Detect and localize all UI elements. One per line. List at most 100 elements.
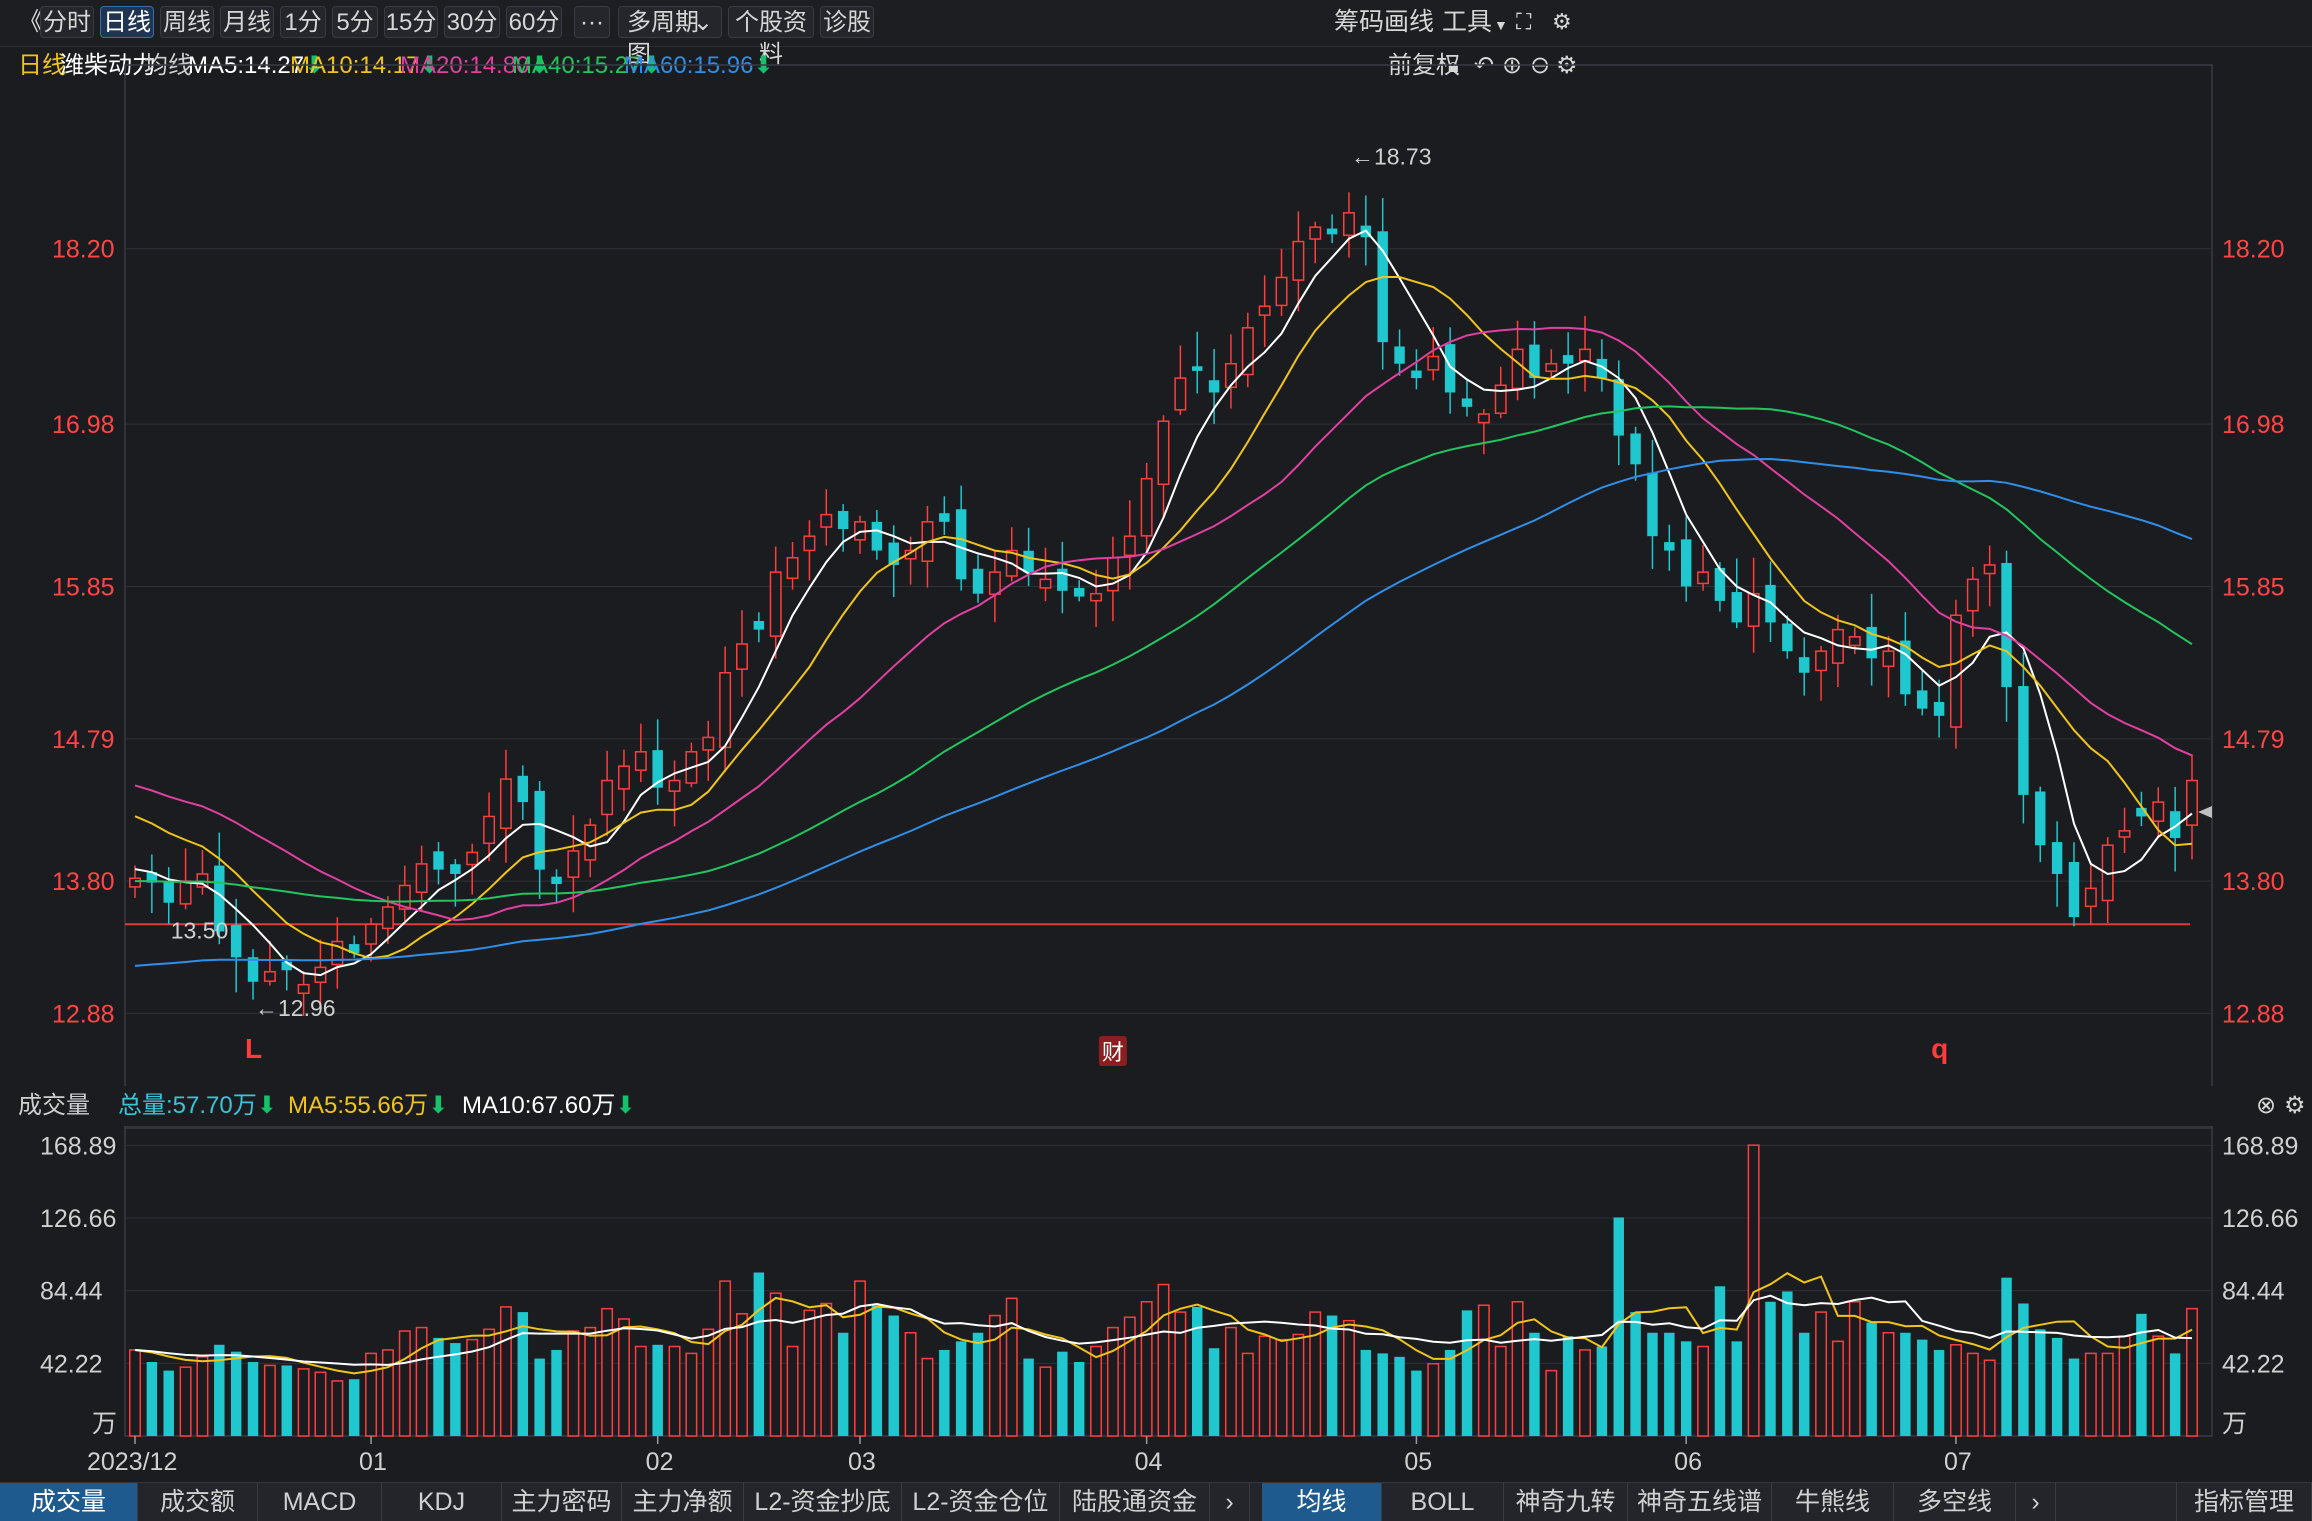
volume-tick-label-right: 168.89 [2222,1132,2298,1160]
tab-1min[interactable]: 1分 [280,6,326,38]
x-tick-label: 01 [359,1448,387,1476]
volume-bar-down [1444,1349,1456,1436]
volume-bar-up [2084,1352,2097,1437]
candle-body-up [1224,362,1237,389]
chip-button[interactable]: 筹码 [1334,8,1385,36]
ma-line-ma5 [134,229,2193,977]
volume-title[interactable]: 成交量 [18,1092,90,1119]
multi-period-dropdown[interactable]: 多周期图 ⌄ [618,6,722,68]
volume-bar-up [2186,1307,2198,1437]
settings-icon[interactable]: ⚙ [1552,9,1572,34]
tab-30min[interactable]: 30分 [444,6,500,38]
candle-body-down [1444,344,1456,393]
indicator-manage-button[interactable]: 指标管理 [2176,1483,2312,1521]
volume-bar-up [1882,1331,1895,1437]
volume-tick-label-left: 168.89 [40,1132,116,1160]
volume-bar-down [1782,1291,1793,1436]
volume-bar-up [1224,1326,1237,1437]
tab-main-code[interactable]: 主力密码 [502,1483,622,1521]
price-pane: ←18.73 ←12.96 13.50 L 财 q [125,144,2212,1066]
volume-bar-down [348,1379,360,1436]
more-icon[interactable]: ··· [574,6,610,38]
candle-body-down [2136,807,2147,817]
candle-body-down [1680,539,1692,587]
volume-bar-up [668,1345,681,1437]
tab-5min[interactable]: 5分 [332,6,378,38]
tab-bull-bear[interactable]: 牛熊线 [1772,1483,1894,1521]
diagnose-button[interactable]: 诊股 [820,6,874,38]
candle-body-down [837,511,849,530]
volume-bar-down [1023,1358,1034,1436]
back-icon[interactable]: 《 [18,8,44,36]
tab-l2-position[interactable]: L2-资金仓位 [902,1483,1060,1521]
tab-yuexian[interactable]: 月线 [220,6,274,38]
candle-body-down [1900,640,1911,695]
volume-bar-down [1411,1370,1422,1436]
stock-info-button[interactable]: 个股资料 [728,6,814,68]
candle-body-up [988,571,1001,595]
tab-main-net[interactable]: 主力净额 [622,1483,744,1521]
candle-body-up [398,884,411,910]
price-tick-label-right: 18.20 [2222,236,2285,264]
ma-line-ma60 [134,457,2193,967]
volume-bar-up [1427,1362,1440,1437]
candle-body-up [1545,362,1558,372]
x-tick-label: 06 [1674,1448,1702,1476]
volume-bar-down [230,1351,242,1436]
tab-zhouxian[interactable]: 周线 [160,6,214,38]
chevron-right-icon[interactable]: › [1210,1483,1250,1521]
volume-tick-label-right: 84.44 [2222,1278,2285,1306]
candle-body-up [1342,212,1355,237]
tab-ma[interactable]: 均线 [1262,1483,1382,1521]
candle-body-down [551,876,562,885]
lock-icon[interactable]: 🔒︎ [1448,55,1459,77]
tools-menu[interactable]: 工具 ▼ [1442,6,1508,38]
volume-bar-up [1949,1344,1962,1437]
multi-period-label: 多周期图 [627,9,699,68]
draw-line-button[interactable]: 画线 [1384,8,1435,36]
tab-l2-bottom[interactable]: L2-资金抄底 [744,1483,902,1521]
close-icon[interactable]: ⊗ [2256,1092,2277,1119]
volume-bar-down [1360,1349,1372,1436]
tab-15min[interactable]: 15分 [384,6,438,38]
tab-long-short[interactable]: 多空线 [1894,1483,2016,1521]
volume-bar-up [601,1307,614,1437]
settings-icon[interactable]: ⚙ [2284,1092,2306,1119]
volume-bar-up [297,1368,310,1437]
candle-body-up [1815,650,1828,672]
candle-body-up [769,571,782,637]
tab-five-lines[interactable]: 神奇五线谱 [1628,1483,1772,1521]
tab-boll[interactable]: BOLL [1382,1483,1504,1521]
volume-bar-up [365,1352,378,1437]
ma-line-ma20 [134,326,2193,922]
candle-body-up [702,736,715,751]
chart-grid [124,64,2213,1437]
volume-bar-down [551,1349,562,1436]
volume-bar-up [1342,1319,1355,1437]
tab-fenshi[interactable]: 分时 [40,6,94,38]
tab-kdj[interactable]: KDJ [382,1483,502,1521]
tab-macd[interactable]: MACD [258,1483,382,1521]
tab-northbound[interactable]: 陆股通资金 [1060,1483,1210,1521]
volume-bar-down [1917,1339,1928,1436]
tab-turnover[interactable]: 成交额 [138,1483,258,1521]
volume-bar-down [1630,1312,1641,1436]
volume-bar-down [955,1341,967,1436]
volume-bar-down [2035,1329,2046,1436]
chevron-right-icon[interactable]: › [2016,1483,2056,1521]
volume-bar-down [1326,1315,1338,1436]
volume-bar-up [179,1366,192,1437]
fullscreen-icon[interactable]: ⛶ [1516,9,1532,34]
vol-ma5: MA5:55.66万⬇ [288,1086,448,1126]
volume-bar-down [1933,1349,1945,1436]
volume-bar-up [1005,1297,1018,1437]
candle-body-down [939,513,950,522]
volume-bar-up [1983,1359,1996,1437]
tab-rixian[interactable]: 日线 [100,6,154,38]
tab-60min[interactable]: 60分 [506,6,562,38]
tab-volume[interactable]: 成交量 [0,1483,138,1521]
volume-bar-up [803,1309,816,1437]
candle-body-down [230,924,242,958]
tab-nine-turn[interactable]: 神奇九转 [1504,1483,1628,1521]
